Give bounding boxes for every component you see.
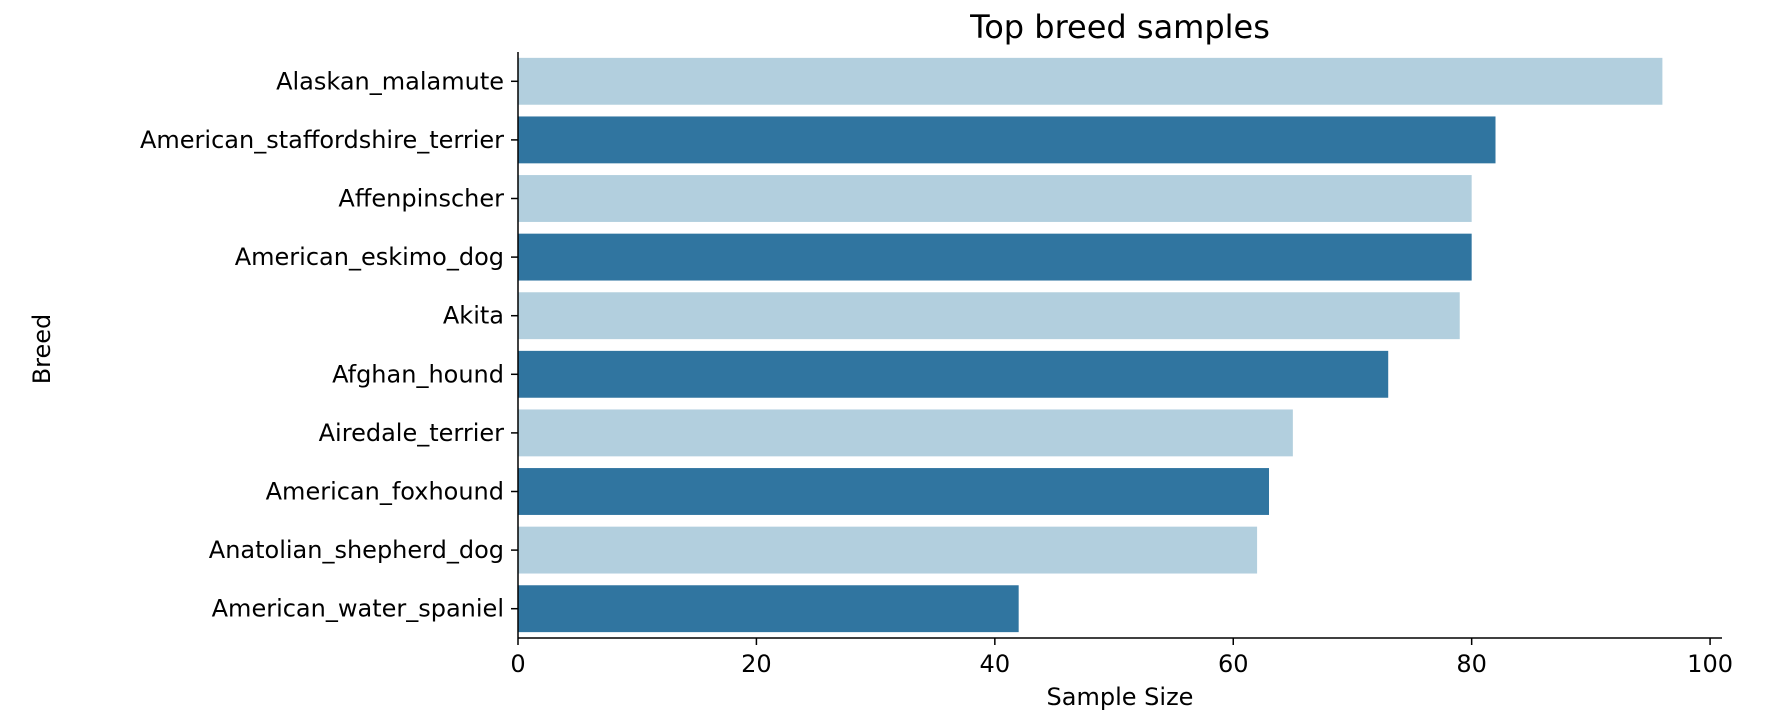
y-tick-label: American_eskimo_dog (235, 243, 504, 271)
y-tick-label: American_staffordshire_terrier (140, 126, 504, 154)
y-tick-label: Airedale_terrier (319, 419, 504, 447)
y-tick-label: Afghan_hound (332, 360, 504, 388)
bar-american-staffordshire-terrier (518, 116, 1496, 164)
bar-afghan-hound (518, 350, 1389, 398)
bar-american-foxhound (518, 468, 1270, 515)
bar-american-eskimo-dog (518, 233, 1472, 281)
bars-group (518, 57, 1663, 633)
bar-american-water-spaniel (518, 585, 1019, 633)
y-tick-label: Alaskan_malamute (276, 67, 504, 95)
y-tick-label: American_foxhound (266, 478, 504, 506)
bar-airedale-terrier (518, 409, 1293, 457)
chart-title: Top breed samples (969, 8, 1270, 46)
y-tick-labels: Alaskan_malamute American_staffordshire_t… (140, 67, 518, 623)
y-tick-label: American_water_spaniel (212, 595, 504, 623)
x-tick-labels: 0 20 40 60 80 100 (510, 638, 1733, 678)
y-tick-label: Anatolian_shepherd_dog (209, 536, 504, 564)
x-tick-label: 20 (741, 650, 772, 678)
y-tick-label: Affenpinscher (338, 185, 504, 213)
x-tick-label: 60 (1218, 650, 1249, 678)
x-tick-label: 0 (510, 650, 525, 678)
y-axis-label: Breed (28, 314, 56, 385)
x-axis-label: Sample Size (1047, 683, 1194, 711)
bar-anatolian-shepherd-dog (518, 526, 1258, 574)
bar-affenpinscher (518, 175, 1472, 222)
x-tick-label: 40 (980, 650, 1011, 678)
x-tick-label: 100 (1687, 650, 1733, 678)
y-tick-label: Akita (443, 302, 504, 330)
bar-alaskan-malamute (518, 57, 1663, 105)
bar-akita (518, 292, 1460, 340)
x-tick-label: 80 (1456, 650, 1487, 678)
